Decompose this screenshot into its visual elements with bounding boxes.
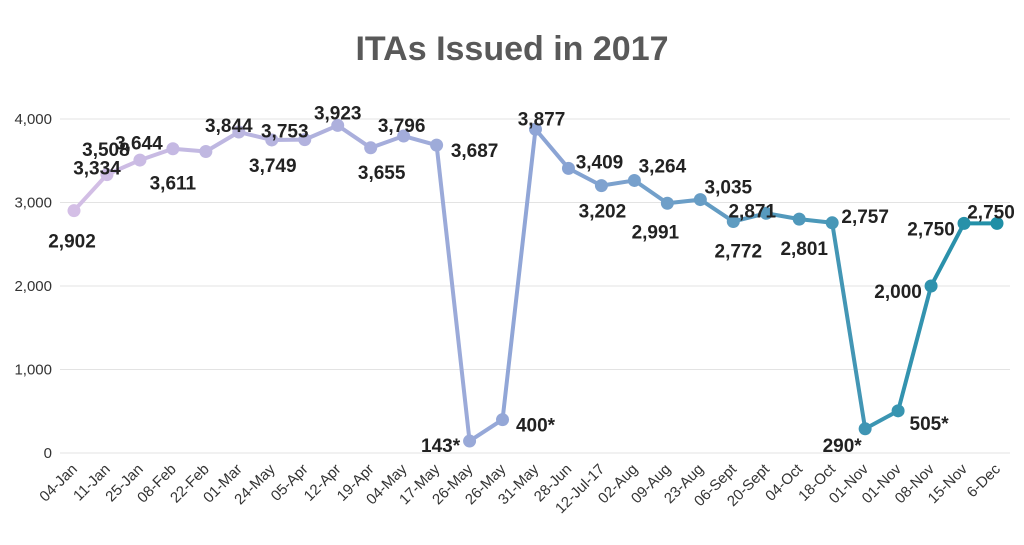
data-label: 3,687 (451, 141, 499, 162)
line-segment (72, 172, 109, 213)
y-tick-label: 3,000 (14, 195, 52, 212)
data-point (298, 133, 312, 147)
data-point (199, 144, 213, 158)
data-point (693, 193, 707, 207)
data-point (561, 161, 575, 175)
line-segment (533, 127, 571, 171)
data-label: 3,409 (576, 152, 624, 173)
data-label: 505* (910, 414, 950, 435)
data-label: 3,749 (249, 156, 297, 177)
line-segment (896, 284, 934, 413)
data-label: 2,801 (780, 239, 828, 260)
data-point (858, 422, 872, 436)
data-label: 3,923 (314, 103, 362, 124)
data-label: 2,757 (841, 207, 889, 228)
data-point (166, 142, 180, 156)
y-tick-label: 2,000 (14, 278, 52, 295)
x-axis-ticks: 04-Jan11-Jan25-Jan08-Feb22-Feb01-Mar24-M… (36, 460, 1004, 517)
data-label: 3,035 (705, 178, 753, 199)
line-segment (830, 220, 868, 431)
data-point (100, 168, 114, 182)
data-label: 3,844 (205, 116, 253, 137)
data-point (759, 206, 773, 220)
data-label: 2,902 (48, 232, 96, 253)
data-point (660, 196, 674, 210)
line-segment (929, 221, 967, 288)
data-label: 3,508 (82, 140, 130, 161)
line-segment (632, 178, 670, 206)
series-line (72, 123, 999, 444)
data-label: 3,753 (261, 122, 309, 143)
data-label: 3,264 (639, 156, 687, 177)
data-label: 3,202 (579, 202, 627, 223)
line-segment (698, 197, 736, 224)
data-label: 2,871 (728, 201, 776, 222)
data-point (265, 133, 279, 147)
data-point (67, 204, 81, 218)
data-point (957, 216, 971, 230)
line-segment (500, 127, 538, 422)
y-tick-label: 4,000 (14, 111, 52, 128)
x-tick-label: 6-Dec (964, 460, 1005, 501)
chart-title: ITAs Issued in 2017 (355, 30, 668, 68)
data-label: 3,644 (115, 134, 163, 155)
data-point (496, 413, 510, 427)
y-tick-label: 1,000 (14, 362, 52, 379)
y-tick-label: 0 (44, 445, 52, 462)
line-segment (467, 417, 505, 444)
gridlines (60, 118, 1010, 454)
data-label: 2,000 (874, 282, 922, 303)
line-segment (434, 143, 472, 444)
data-point (594, 179, 608, 193)
data-point (331, 118, 345, 132)
data-point (529, 122, 542, 136)
data-label: 2,991 (632, 222, 680, 243)
data-label: 3,877 (518, 109, 566, 130)
data-label: 3,611 (150, 173, 197, 194)
data-point (825, 216, 839, 230)
data-point (891, 404, 905, 418)
data-label: 3,334 (73, 159, 121, 180)
x-tick-label: 04-Jan (36, 461, 80, 505)
data-label: 400* (516, 416, 556, 437)
data-point (397, 129, 411, 143)
series-points (67, 118, 1004, 448)
data-point (463, 434, 477, 448)
data-point (726, 215, 740, 229)
data-point (627, 173, 641, 187)
data-point (430, 138, 444, 152)
y-axis-ticks: 0 1,000 2,000 3,000 4,000 (14, 111, 52, 462)
data-label: 290* (823, 436, 863, 457)
data-point (792, 212, 806, 226)
data-label: 2,772 (715, 242, 763, 263)
data-point (990, 216, 1004, 230)
data-label: 2,750 (967, 202, 1015, 223)
data-label: 3,655 (358, 163, 406, 184)
data-label: 2,750 (907, 219, 955, 240)
data-label: 143* (421, 436, 461, 457)
data-point (133, 153, 147, 167)
data-point (364, 141, 378, 155)
data-point (232, 125, 246, 139)
data-point (924, 279, 938, 293)
line-segment (335, 123, 373, 150)
data-label: 3,796 (378, 116, 426, 137)
